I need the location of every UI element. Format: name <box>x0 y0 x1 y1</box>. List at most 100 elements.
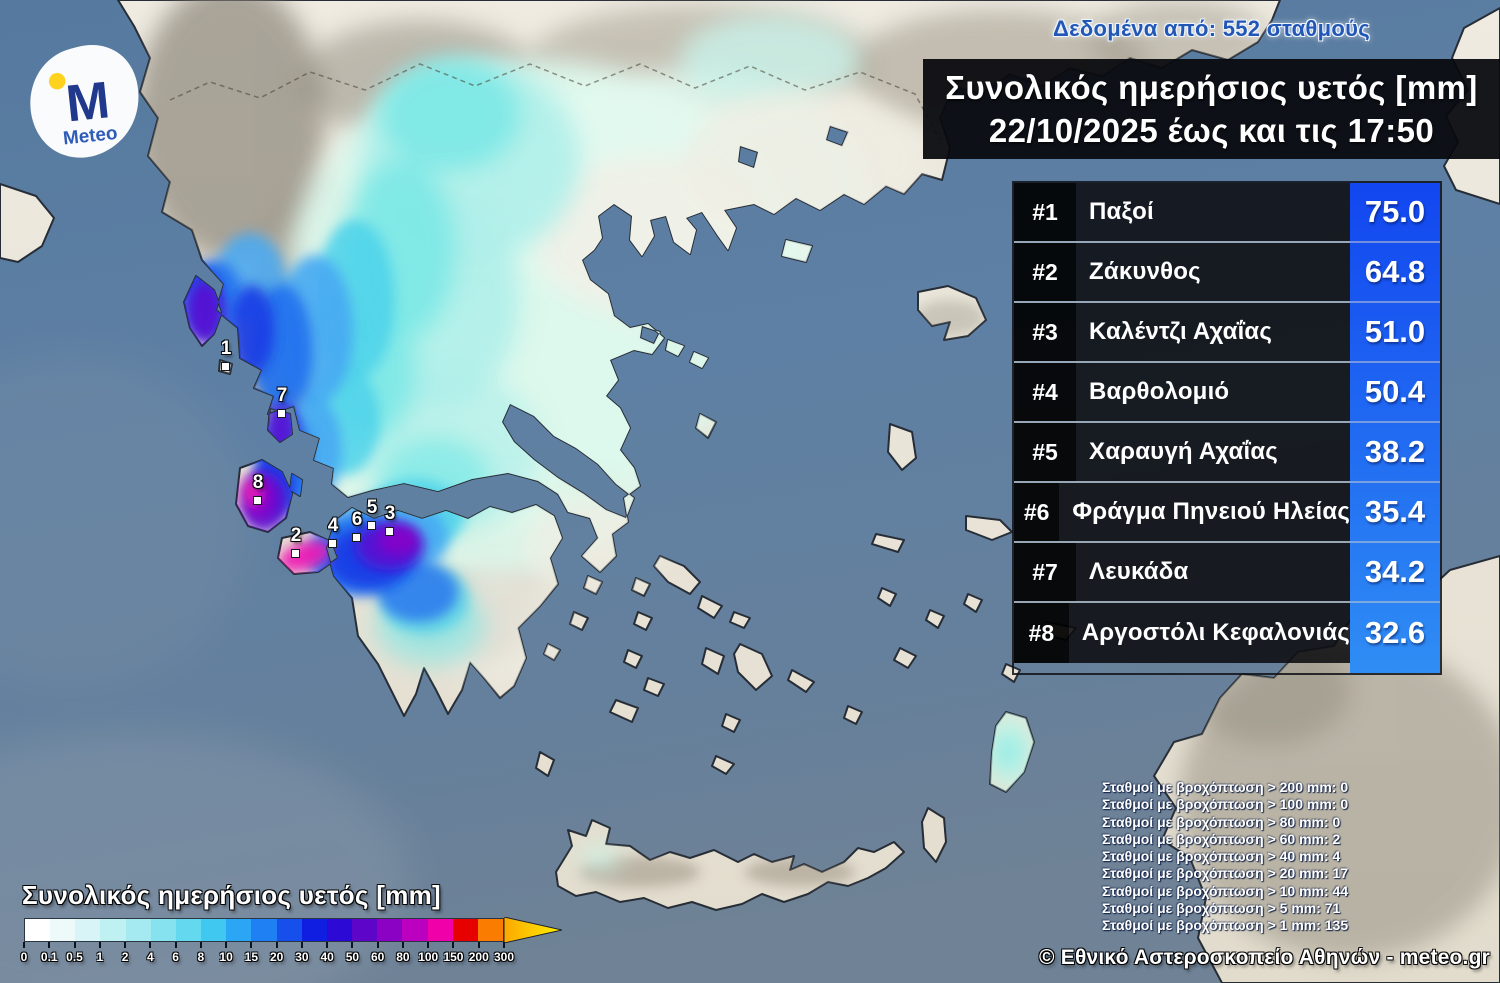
colorbar-tick-mark <box>124 942 127 948</box>
ranking-row: #3 Καλέντζι Αχαΐας 51.0 <box>1014 303 1440 363</box>
meteo-logo: M Meteo <box>24 42 142 160</box>
station-name: Καλέντζι Αχαΐας <box>1076 303 1350 361</box>
rank-badge: #2 <box>1014 243 1076 301</box>
ranking-panel: #1 Παξοί 75.0 #2 Ζάκυνθος 64.8 #3 Καλέντζι Αχαΐ… <box>1012 181 1442 675</box>
colorbar-tick-mark <box>250 942 253 948</box>
marker-number: 5 <box>366 497 378 518</box>
colorbar-tick-label: 30 <box>295 950 309 964</box>
station-name: Φράγμα Πηνειού Ηλείας <box>1059 483 1350 541</box>
colorbar-segment <box>125 919 151 941</box>
colorbar-tick-label: 0.1 <box>40 950 58 964</box>
stats-line: Σταθμοί με βροχόπτωση > 100 mm: 0 <box>1102 796 1349 813</box>
precip-value: 38.2 <box>1364 434 1426 469</box>
colorbar-tick-mark <box>300 942 303 948</box>
colorbar-tick-label: 6 <box>172 950 179 964</box>
station-name: Βαρθολομιό <box>1076 363 1350 421</box>
stats-line: Σταθμοί με βροχόπτωση > 60 mm: 2 <box>1102 830 1341 847</box>
station-name: Αργοστόλι Κεφαλονιάς <box>1068 603 1350 663</box>
rank-badge: #1 <box>1014 183 1076 241</box>
logo-monogram: M <box>63 71 112 133</box>
colorbar-tick-label: 20 <box>269 950 284 964</box>
colorbar-segment <box>201 919 227 941</box>
colorbar-tick-label: 40 <box>320 950 334 964</box>
colorbar-segment <box>301 919 327 941</box>
colorbar-tick-mark <box>427 942 430 948</box>
colorbar-segment <box>276 919 302 941</box>
colorbar-arrow-icon <box>503 916 563 944</box>
colorbar-tick-mark <box>477 942 480 948</box>
colorbar-tick-mark <box>452 942 455 948</box>
colorbar-segment <box>251 919 277 941</box>
colorbar-tick-mark <box>503 942 505 948</box>
rank-badge: #3 <box>1014 303 1076 361</box>
marker-number: 1 <box>220 338 232 359</box>
ranking-row: #2 Ζάκυνθος 64.8 <box>1014 243 1440 303</box>
marker-dot <box>328 539 337 548</box>
colorbar-tick-label: 0 <box>20 950 28 964</box>
station-name: Χαραυγή Αχαΐας <box>1076 423 1350 481</box>
colorbar-arrow <box>503 916 563 948</box>
colorbar-tick-label: 80 <box>396 950 410 964</box>
marker-number: 7 <box>276 385 288 406</box>
colorbar-segment <box>100 919 126 941</box>
station-name: Παξοί <box>1076 183 1350 241</box>
colorbar-tick-mark <box>376 942 379 948</box>
value-column <box>1350 183 1440 673</box>
stats-line: Σταθμοί με βροχόπτωση > 1 mm: 135 <box>1102 917 1349 934</box>
colorbar-tick-label: 4 <box>146 950 154 964</box>
stats-line: Σταθμοί με βροχόπτωση > 5 mm: 71 <box>1102 900 1341 917</box>
precip-value: 32.6 <box>1364 615 1426 650</box>
colorbar-tick-label: 100 <box>418 950 439 964</box>
title-bar: Συνολικός ημερήσιος υετός [mm] 22/10/202… <box>923 59 1500 159</box>
title-line-2: 22/10/2025 έως και τις 17:50 <box>988 111 1435 149</box>
colorbar-tick-mark <box>23 942 25 948</box>
colorbar-segment <box>377 919 403 941</box>
colorbar-tick-mark <box>174 942 177 948</box>
colorbar-tick-label: 8 <box>197 950 205 964</box>
colorbar-tick-label: 10 <box>219 950 233 964</box>
ranking-row: #8 Αργοστόλι Κεφαλονιάς 32.6 <box>1014 603 1440 663</box>
colorbar-label: Συνολικός ημερήσιος υετός [mm] <box>22 880 442 910</box>
stats-line: Σταθμοί με βροχόπτωση > 40 mm: 4 <box>1102 848 1341 865</box>
ranking-row: #7 Λευκάδα 34.2 <box>1014 543 1440 603</box>
logo-sun-icon <box>48 72 66 90</box>
station-name: Λευκάδα <box>1076 543 1350 601</box>
marker-dot <box>277 409 286 418</box>
ranking-rows: #1 Παξοί 75.0 #2 Ζάκυνθος 64.8 #3 Καλέντζι Αχαΐ… <box>1014 183 1440 663</box>
marker-number: 6 <box>351 509 363 530</box>
ranking-row: #4 Βαρθολομιό 50.4 <box>1014 363 1440 423</box>
colorbar-tick-label: 60 <box>370 950 385 964</box>
marker-number: 3 <box>384 503 396 524</box>
ranking-row: #1 Παξοί 75.0 <box>1014 183 1440 243</box>
precip-value: 75.0 <box>1364 194 1426 229</box>
colorbar-tick-label: 15 <box>244 950 259 964</box>
marker-number: 8 <box>252 472 264 493</box>
station-name: Ζάκυνθος <box>1076 243 1350 301</box>
colorbar-tick-label: 150 <box>443 950 464 964</box>
rank-badge: #5 <box>1014 423 1076 481</box>
stats-line: Σταθμοί με βροχόπτωση > 20 mm: 17 <box>1102 865 1349 882</box>
precip-value: 51.0 <box>1364 314 1426 349</box>
colorbar-tick-mark <box>326 942 329 948</box>
colorbar-tick-mark <box>98 942 101 948</box>
colorbar-segment <box>452 919 478 941</box>
colorbar-tick-label: 200 <box>468 950 489 964</box>
colorbar-tick-mark <box>401 942 404 948</box>
colorbar-segment <box>75 919 101 941</box>
colorbar-tick-mark <box>149 942 152 948</box>
colorbar-segment <box>226 919 252 941</box>
title-line-1: Συνολικός ημερήσιος υετός [mm] <box>945 68 1478 106</box>
marker-number: 4 <box>327 515 339 536</box>
copyright-label: © Εθνικό Αστεροσκοπείο Αθηνών - meteo.gr <box>1039 946 1490 969</box>
colorbar-segment <box>25 919 51 941</box>
colorbar-tick-mark <box>275 942 278 948</box>
colorbar <box>24 918 504 942</box>
rank-badge: #8 <box>1014 603 1069 663</box>
colorbar-segment <box>427 919 453 941</box>
rank-badge: #4 <box>1014 363 1076 421</box>
colorbar-segment <box>477 919 503 941</box>
colorbar-tick-label: 2 <box>121 950 129 964</box>
colorbar-segment <box>352 919 378 941</box>
stats-line: Σταθμοί με βροχόπτωση > 80 mm: 0 <box>1102 813 1341 830</box>
